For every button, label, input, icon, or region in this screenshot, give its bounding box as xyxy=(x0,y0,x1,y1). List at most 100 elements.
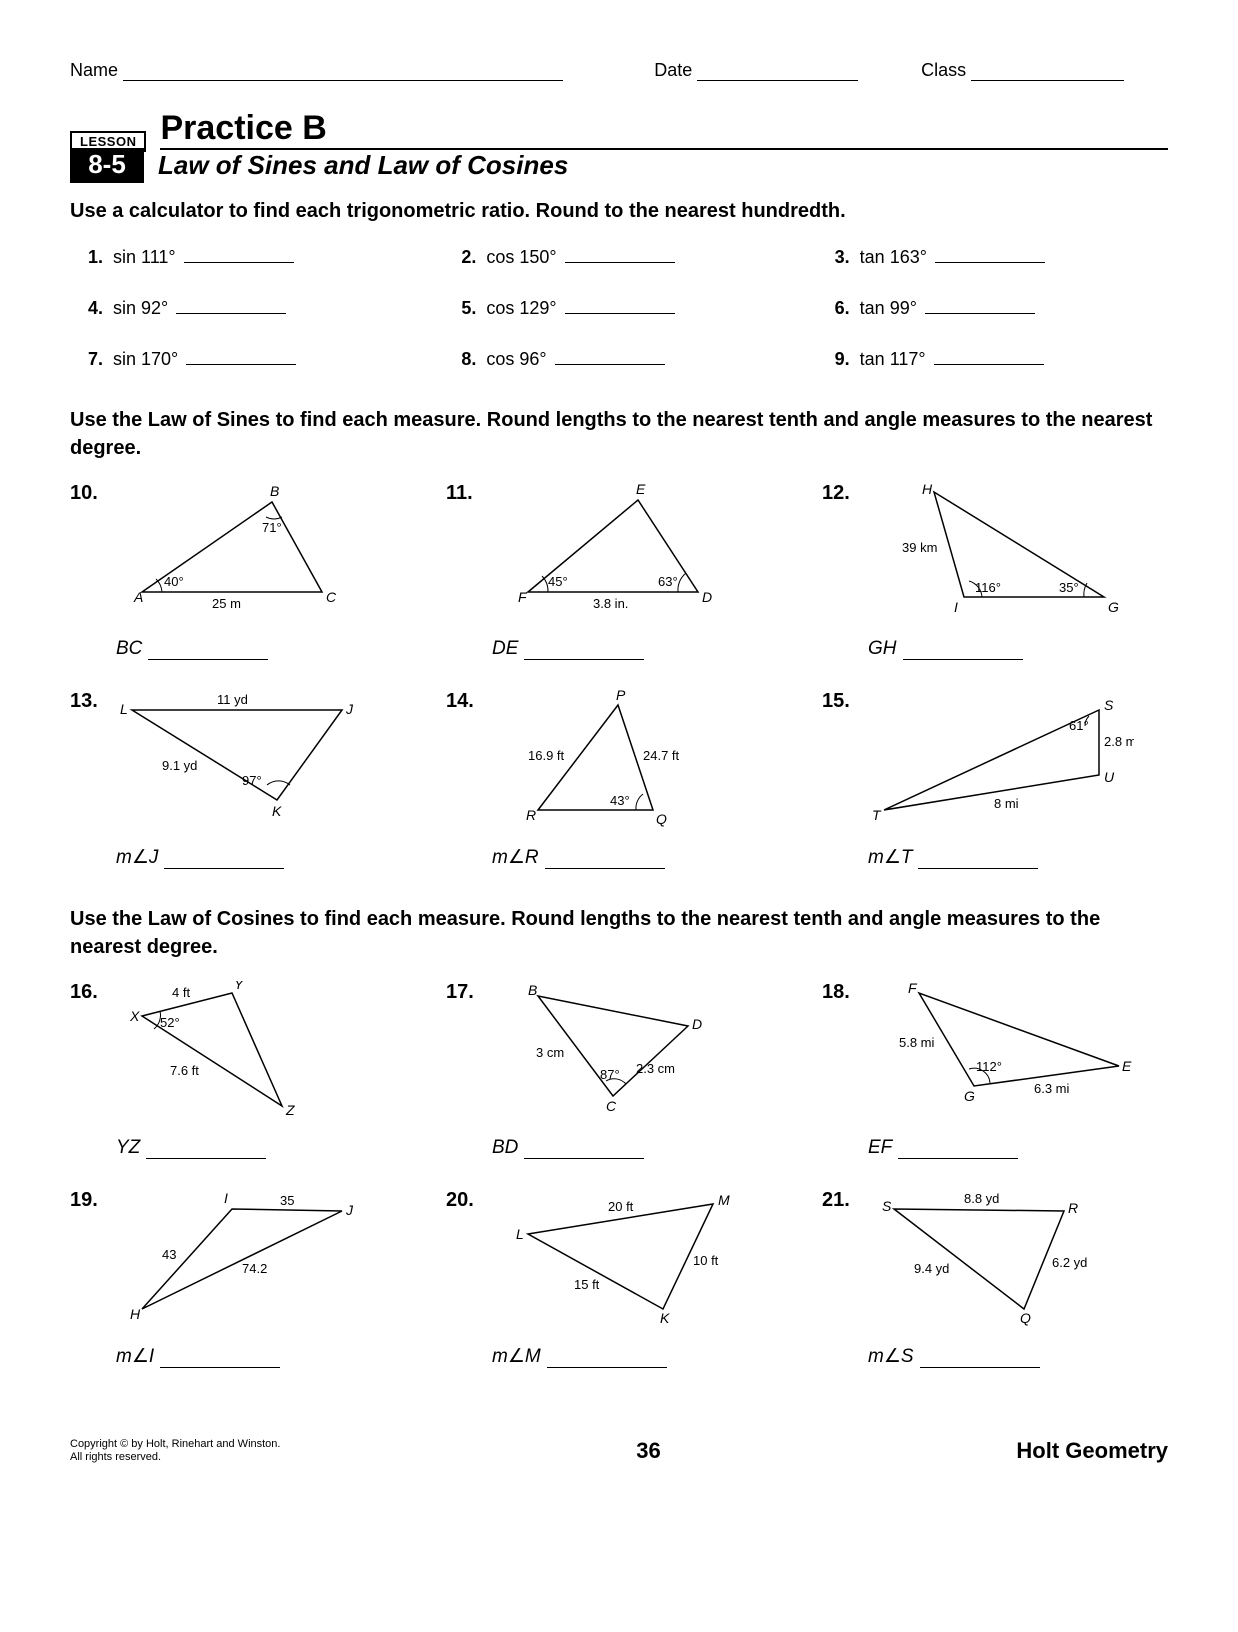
svg-text:K: K xyxy=(272,803,282,819)
answer-blank[interactable] xyxy=(898,1140,1018,1159)
answer-row: BC xyxy=(116,638,416,660)
trig-problem: 4. sin 92° xyxy=(88,296,421,319)
svg-text:H: H xyxy=(130,1306,141,1322)
problem-number: 6. xyxy=(835,298,850,319)
problem-number: 2. xyxy=(461,247,476,268)
answer-blank[interactable] xyxy=(918,850,1038,869)
answer-blank[interactable] xyxy=(903,641,1023,660)
trig-problem: 6. tan 99° xyxy=(835,296,1168,319)
answer-blank[interactable] xyxy=(920,1349,1040,1368)
copyright-line2: All rights reserved. xyxy=(70,1451,161,1463)
answer-blank[interactable] xyxy=(545,850,665,869)
figure-problem: 18. F G E 5.8 mi 6.3 mi 112° EF xyxy=(822,981,1168,1159)
svg-text:3.8 in.: 3.8 in. xyxy=(593,596,628,611)
svg-text:T: T xyxy=(872,807,882,823)
trig-problem: 9. tan 117° xyxy=(835,347,1168,370)
page-number: 36 xyxy=(636,1438,660,1464)
trig-expression: cos 150° xyxy=(486,247,556,268)
svg-text:E: E xyxy=(1122,1058,1132,1074)
lesson-number: 8-5 xyxy=(70,148,144,183)
instruction-trig: Use a calculator to find each trigonomet… xyxy=(70,197,1168,225)
svg-text:52°: 52° xyxy=(160,1015,180,1030)
class-blank[interactable] xyxy=(971,61,1124,81)
brand-name: Holt Geometry xyxy=(1016,1438,1168,1464)
problem-number: 3. xyxy=(835,247,850,268)
svg-text:97°: 97° xyxy=(242,773,262,788)
svg-text:M: M xyxy=(718,1192,730,1208)
trig-problem: 2. cos 150° xyxy=(461,245,794,268)
answer-row: m∠T xyxy=(868,846,1168,869)
answer-blank[interactable] xyxy=(934,347,1044,365)
trig-problem: 3. tan 163° xyxy=(835,245,1168,268)
answer-blank[interactable] xyxy=(935,245,1045,263)
svg-text:X: X xyxy=(129,1008,140,1024)
name-blank[interactable] xyxy=(123,61,563,81)
svg-text:39 km: 39 km xyxy=(902,540,937,555)
problem-number: 1. xyxy=(88,247,103,268)
name-field: Name xyxy=(70,60,634,81)
figure-problem: 14. R P Q 16.9 ft 24.7 ft 43° m∠R xyxy=(446,690,792,869)
svg-text:8.8 yd: 8.8 yd xyxy=(964,1191,999,1206)
answer-blank[interactable] xyxy=(524,1140,644,1159)
answer-blank[interactable] xyxy=(565,245,675,263)
svg-text:6.3 mi: 6.3 mi xyxy=(1034,1081,1070,1096)
answer-blank[interactable] xyxy=(160,1349,280,1368)
svg-text:D: D xyxy=(692,1016,702,1032)
figure-problem: 13. L J K 11 yd 9.1 yd 97° m∠J xyxy=(70,690,416,869)
figure-problem: 11. F E D 45° 63° 3.8 in. DE xyxy=(446,482,792,660)
problem-number: 9. xyxy=(835,349,850,370)
answer-row: m∠J xyxy=(116,846,416,869)
problem-number: 20. xyxy=(446,1189,480,1212)
svg-text:G: G xyxy=(964,1088,975,1104)
svg-text:2.3 cm: 2.3 cm xyxy=(636,1061,675,1076)
answer-blank[interactable] xyxy=(555,347,665,365)
worksheet-header: Name Date Class xyxy=(70,60,1168,81)
problem-number: 18. xyxy=(822,981,856,1004)
svg-text:L: L xyxy=(120,701,128,717)
svg-text:35: 35 xyxy=(280,1193,294,1208)
answer-variable: BD xyxy=(492,1137,518,1158)
svg-text:74.2: 74.2 xyxy=(242,1261,267,1276)
answer-blank[interactable] xyxy=(164,850,284,869)
answer-blank[interactable] xyxy=(186,347,296,365)
problem-number: 8. xyxy=(461,349,476,370)
svg-text:G: G xyxy=(1108,599,1119,615)
trig-expression: cos 96° xyxy=(486,349,546,370)
svg-text:S: S xyxy=(1104,697,1114,713)
answer-blank[interactable] xyxy=(184,245,294,263)
svg-text:8 mi: 8 mi xyxy=(994,796,1019,811)
svg-text:Y: Y xyxy=(234,981,245,992)
problem-number: 10. xyxy=(70,482,104,505)
answer-blank[interactable] xyxy=(547,1349,667,1368)
svg-text:U: U xyxy=(1104,769,1115,785)
trig-expression: tan 163° xyxy=(860,247,927,268)
answer-blank[interactable] xyxy=(925,296,1035,314)
answer-variable: BC xyxy=(116,638,142,659)
svg-text:15 ft: 15 ft xyxy=(574,1277,600,1292)
figure-problem: 20. L M K 20 ft 10 ft 15 ft m∠M xyxy=(446,1189,792,1368)
answer-blank[interactable] xyxy=(146,1140,266,1159)
answer-blank[interactable] xyxy=(176,296,286,314)
figure-problem: 10. A B C 40° 71° 25 m BC xyxy=(70,482,416,660)
svg-text:20 ft: 20 ft xyxy=(608,1199,634,1214)
trig-problems-grid: 1. sin 111° 2. cos 150° 3. tan 163° 4. s… xyxy=(88,245,1168,370)
answer-variable: m∠M xyxy=(492,1346,541,1367)
date-blank[interactable] xyxy=(697,61,857,81)
svg-text:F: F xyxy=(518,589,528,605)
svg-text:I: I xyxy=(954,599,958,615)
instruction-sines: Use the Law of Sines to find each measur… xyxy=(70,406,1168,462)
svg-text:112°: 112° xyxy=(976,1059,1002,1074)
figure-problem: 16. X Y Z 4 ft 52° 7.6 ft YZ xyxy=(70,981,416,1159)
answer-row: BD xyxy=(492,1137,792,1159)
answer-blank[interactable] xyxy=(524,641,644,660)
answer-blank[interactable] xyxy=(148,641,268,660)
figure-problem: 12. H I G 39 km 116° 35° GH xyxy=(822,482,1168,660)
lesson-heading: LESSON Practice B 8-5 Law of Sines and L… xyxy=(70,111,1168,183)
svg-text:K: K xyxy=(660,1310,670,1326)
svg-text:45°: 45° xyxy=(548,574,568,589)
svg-text:40°: 40° xyxy=(164,574,184,589)
svg-text:16.9 ft: 16.9 ft xyxy=(528,748,565,763)
svg-text:10 ft: 10 ft xyxy=(693,1253,719,1268)
problem-number: 21. xyxy=(822,1189,856,1212)
answer-blank[interactable] xyxy=(565,296,675,314)
